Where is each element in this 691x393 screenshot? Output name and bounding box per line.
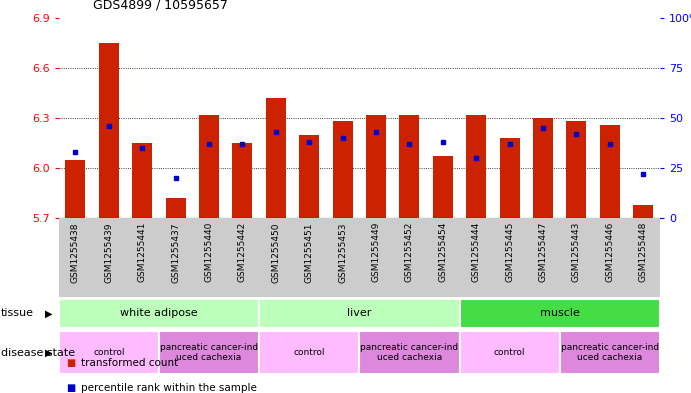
Text: ■: ■ [66, 383, 75, 393]
Text: pancreatic cancer-ind
uced cachexia: pancreatic cancer-ind uced cachexia [360, 343, 459, 362]
Bar [460, 299, 660, 328]
Text: ▶: ▶ [45, 348, 52, 358]
Bar [500, 138, 520, 218]
Bar [166, 198, 186, 218]
Text: GSM1255439: GSM1255439 [104, 222, 113, 283]
Text: GSM1255444: GSM1255444 [472, 222, 481, 282]
Bar [600, 125, 620, 218]
Bar [359, 331, 460, 375]
Text: ■: ■ [66, 358, 75, 368]
Text: GSM1255443: GSM1255443 [572, 222, 581, 283]
Bar [466, 114, 486, 218]
Bar [332, 121, 352, 218]
Bar [633, 205, 653, 218]
Bar [399, 114, 419, 218]
Text: GSM1255440: GSM1255440 [205, 222, 214, 283]
Text: GSM1255442: GSM1255442 [238, 222, 247, 282]
Text: GSM1255449: GSM1255449 [372, 222, 381, 283]
Text: GSM1255454: GSM1255454 [438, 222, 447, 283]
Text: pancreatic cancer-ind
uced cachexia: pancreatic cancer-ind uced cachexia [160, 343, 258, 362]
Text: control: control [93, 348, 124, 357]
Bar [232, 143, 252, 218]
Bar [99, 43, 119, 218]
Bar [159, 331, 259, 375]
Text: GSM1255438: GSM1255438 [71, 222, 80, 283]
Text: GSM1255451: GSM1255451 [305, 222, 314, 283]
Text: muscle: muscle [540, 309, 580, 318]
Bar [259, 331, 359, 375]
Bar [299, 134, 319, 218]
Bar [199, 114, 219, 218]
Bar [259, 299, 460, 328]
Bar [460, 331, 560, 375]
Text: GSM1255453: GSM1255453 [338, 222, 347, 283]
Bar [59, 299, 259, 328]
Bar [66, 160, 86, 218]
Bar [59, 331, 159, 375]
Text: GDS4899 / 10595657: GDS4899 / 10595657 [93, 0, 228, 12]
Text: GSM1255445: GSM1255445 [505, 222, 514, 283]
Text: GSM1255447: GSM1255447 [538, 222, 547, 283]
Text: white adipose: white adipose [120, 309, 198, 318]
Bar [560, 331, 660, 375]
Text: liver: liver [347, 309, 372, 318]
Text: transformed count: transformed count [81, 358, 178, 368]
Text: GSM1255437: GSM1255437 [171, 222, 180, 283]
Text: GSM1255448: GSM1255448 [638, 222, 647, 283]
Text: GSM1255441: GSM1255441 [138, 222, 146, 283]
Text: GSM1255452: GSM1255452 [405, 222, 414, 283]
Bar [366, 114, 386, 218]
Bar [533, 118, 553, 218]
Text: control: control [494, 348, 525, 357]
Bar [266, 98, 286, 218]
Text: pancreatic cancer-ind
uced cachexia: pancreatic cancer-ind uced cachexia [560, 343, 659, 362]
Text: control: control [294, 348, 325, 357]
Text: tissue: tissue [1, 309, 34, 318]
Text: percentile rank within the sample: percentile rank within the sample [81, 383, 257, 393]
Text: GSM1255450: GSM1255450 [272, 222, 281, 283]
Bar [567, 121, 587, 218]
Text: disease state: disease state [1, 348, 75, 358]
Text: ▶: ▶ [45, 309, 52, 318]
Text: GSM1255446: GSM1255446 [605, 222, 614, 283]
Bar [132, 143, 152, 218]
Bar [433, 156, 453, 218]
